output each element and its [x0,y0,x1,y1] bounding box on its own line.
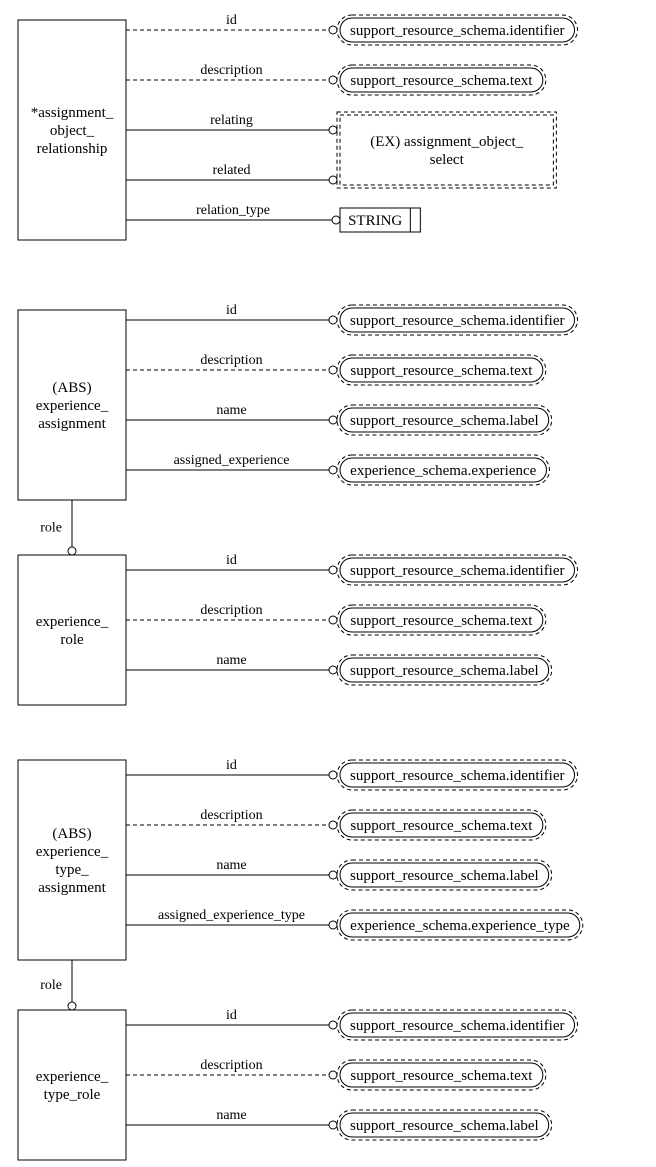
entity-label: (ABS) [52,826,91,842]
endpoint-circle [329,466,337,474]
entity-label: assignment [38,416,106,432]
attr-label: assigned_experience [174,453,290,468]
endpoint-circle [329,921,337,929]
target-label: experience_schema.experience_type [350,918,570,934]
attr-label: relating [210,113,253,128]
endpoint-circle [329,126,337,134]
endpoint-circle [329,1121,337,1129]
entity-label: *assignment_ [31,105,114,121]
attr-label: id [226,1008,237,1023]
target-label: support_resource_schema.text [350,613,533,629]
string-label: STRING [348,213,402,229]
select-inner [340,115,553,185]
entity-label: object_ [50,123,95,139]
attr-label: description [200,63,262,78]
target-label: support_resource_schema.label [350,663,539,679]
vlink-label: role [40,978,62,993]
entity-experience_type_assignment [18,760,126,960]
endpoint-circle [332,216,340,224]
entity-label: (ABS) [52,380,91,396]
attr-label: id [226,758,237,773]
attr-label: relation_type [196,203,270,218]
endpoint-circle [329,176,337,184]
target-label: support_resource_schema.label [350,1118,539,1134]
entity-label: experience_ [36,844,109,860]
target-label: support_resource_schema.text [350,73,533,89]
entity-label: role [60,632,84,648]
entity-label: experience_ [36,614,109,630]
attr-label: description [200,808,262,823]
target-label: support_resource_schema.identifier [350,1018,565,1034]
target-label: support_resource_schema.text [350,1068,533,1084]
endpoint-circle [329,771,337,779]
attr-label: id [226,13,237,28]
endpoint-circle [329,566,337,574]
endpoint-circle [329,366,337,374]
vlink-label: role [40,521,62,536]
entity-label: type_ [55,862,89,878]
entity-experience_role [18,555,126,705]
attr-label: name [216,403,246,418]
attr-label: id [226,303,237,318]
attr-label: name [216,858,246,873]
endpoint-circle [329,1021,337,1029]
target-label: support_resource_schema.identifier [350,313,565,329]
target-label: experience_schema.experience [350,463,536,479]
vlink-circle [68,1002,76,1010]
endpoint-circle [329,821,337,829]
endpoint-circle [329,416,337,424]
entity-label: experience_ [36,398,109,414]
entity-experience_type_role [18,1010,126,1160]
attr-label: related [212,163,250,178]
target-label: support_resource_schema.identifier [350,23,565,39]
endpoint-circle [329,316,337,324]
target-label: support_resource_schema.identifier [350,563,565,579]
endpoint-circle [329,616,337,624]
target-label: support_resource_schema.text [350,363,533,379]
endpoint-circle [329,26,337,34]
endpoint-circle [329,76,337,84]
attr-label: description [200,1058,262,1073]
entity-label: relationship [37,141,108,157]
endpoint-circle [329,666,337,674]
target-label: support_resource_schema.label [350,868,539,884]
entity-label: experience_ [36,1069,109,1085]
attr-label: description [200,603,262,618]
select-label: select [430,152,465,168]
select-label: (EX) assignment_object_ [370,134,523,150]
vlink-circle [68,547,76,555]
endpoint-circle [329,1071,337,1079]
target-label: support_resource_schema.text [350,818,533,834]
attr-label: description [200,353,262,368]
entity-label: type_role [44,1087,101,1103]
target-label: support_resource_schema.identifier [350,768,565,784]
attr-label: assigned_experience_type [158,908,305,923]
attr-label: name [216,1108,246,1123]
endpoint-circle [329,871,337,879]
target-label: support_resource_schema.label [350,413,539,429]
entity-label: assignment [38,880,106,896]
attr-label: id [226,553,237,568]
attr-label: name [216,653,246,668]
schema-diagram: *assignment_ object_ relationship support_r… [0,0,656,1167]
